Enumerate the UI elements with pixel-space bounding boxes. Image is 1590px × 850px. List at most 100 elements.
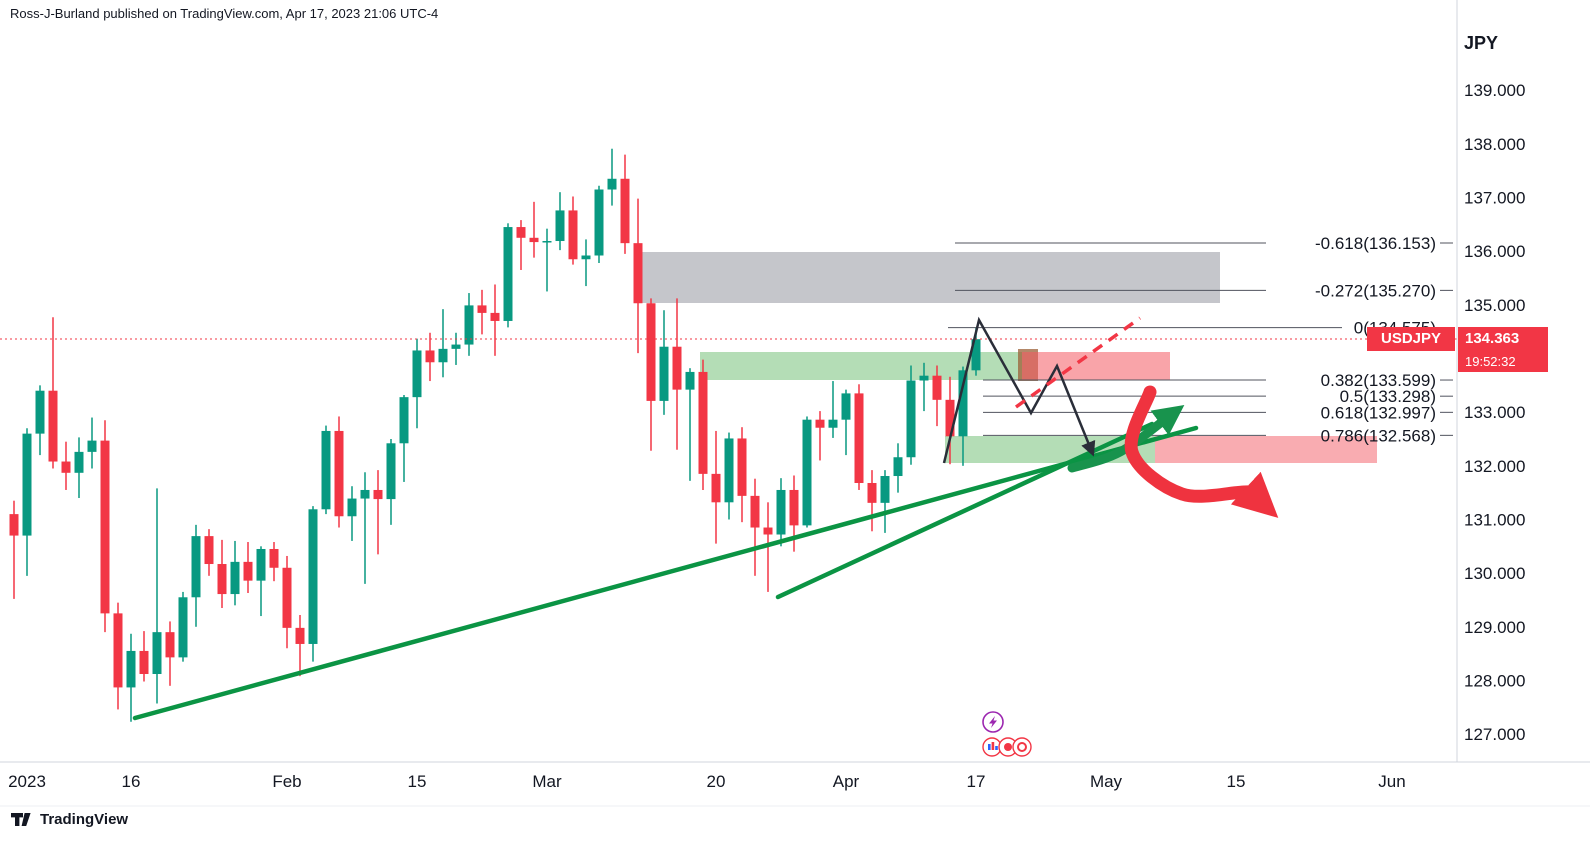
candle-body (516, 227, 526, 238)
candle-body (178, 597, 188, 658)
candle-body (802, 419, 812, 526)
price-tick-label: 139.000 (1464, 81, 1525, 100)
fib-label: 0.5(133.298) (1340, 387, 1436, 406)
candle-body (269, 548, 279, 568)
lightning-bolt-icon (989, 716, 997, 728)
demand-zone-pink-lower[interactable] (1155, 436, 1377, 463)
supply-zone-gray[interactable] (637, 252, 1220, 303)
candle-body (451, 344, 461, 349)
event-dot-icon (1004, 743, 1012, 751)
candle-body (568, 210, 578, 260)
candle-body (945, 399, 955, 437)
candle-body (308, 509, 318, 644)
candle-body (620, 178, 630, 244)
event-ring-icon (1017, 742, 1027, 752)
time-tick-label: Feb (272, 772, 301, 791)
candle-body (646, 303, 656, 401)
candle-body (763, 527, 773, 535)
candle-body (334, 430, 344, 517)
candle-body (399, 397, 409, 444)
fib-label: 0.786(132.568) (1321, 426, 1436, 445)
long-uptrend-line[interactable] (132, 425, 1199, 721)
candle-body (9, 514, 19, 536)
candle-body (360, 489, 370, 499)
footer-brand[interactable]: TradingView (10, 811, 128, 828)
price-tick-label: 131.000 (1464, 510, 1525, 529)
candle-body (74, 451, 84, 473)
candle-body (152, 632, 162, 675)
candle-body (35, 390, 45, 434)
bullish-bounce-arrow[interactable] (1067, 404, 1185, 473)
candle-body (113, 613, 123, 688)
time-axis[interactable] (0, 762, 1590, 802)
bearish-projection-arrow[interactable] (1124, 385, 1279, 518)
footer-brand-text: TradingView (40, 811, 129, 828)
fib-label: -0.272(135.270) (1315, 281, 1436, 300)
candle-body (724, 438, 734, 503)
candle-body (893, 457, 903, 477)
projected-rise-dashed-line[interactable] (1014, 316, 1142, 409)
candle-body (256, 548, 266, 581)
candle-body (672, 346, 682, 390)
last-price-badge: 134.363 (1458, 327, 1548, 351)
candle-body (230, 561, 240, 595)
candle-body (711, 473, 721, 503)
candle-body (737, 438, 747, 496)
economic-event-icon[interactable] (1012, 737, 1032, 757)
time-tick-label: May (1090, 772, 1123, 791)
time-tick-label: Mar (532, 772, 562, 791)
candle-body (698, 371, 708, 474)
price-tick-label: 127.000 (1464, 725, 1525, 744)
candle-body (87, 440, 97, 452)
attribution-text: Ross-J-Burland published on TradingView.… (10, 6, 439, 21)
candle-body (776, 489, 786, 535)
candle-body (789, 489, 799, 526)
candle-body (685, 371, 695, 390)
price-tick-label: 135.000 (1464, 296, 1525, 315)
candle-body (815, 419, 825, 428)
supply-zone-pink-upper[interactable] (1022, 352, 1170, 380)
price-tick-label: 136.000 (1464, 242, 1525, 261)
time-tick-label: 2023 (8, 772, 46, 791)
candle-body (48, 390, 58, 462)
candle-body (581, 255, 591, 260)
candle-body (191, 536, 201, 598)
price-axis[interactable] (1457, 0, 1590, 762)
fib-label: 0.618(132.997) (1321, 403, 1436, 422)
time-tick-label: 20 (707, 772, 726, 791)
price-tick-label: 137.000 (1464, 189, 1525, 208)
candle-body (958, 370, 968, 437)
candle-body (867, 482, 877, 503)
candle-body (880, 476, 890, 503)
candle-body (464, 305, 474, 345)
candle-body (932, 375, 942, 400)
price-tick-label: 128.000 (1464, 671, 1525, 690)
candle-body (165, 632, 175, 658)
candle-body (555, 210, 565, 242)
measured-move-path[interactable] (942, 316, 1096, 464)
candle-body (607, 178, 617, 190)
tradingview-logo-icon (11, 813, 31, 826)
candle-body (282, 567, 292, 628)
price-tick-label: 132.000 (1464, 457, 1525, 476)
price-tick-label: 129.000 (1464, 618, 1525, 637)
candle-body (61, 461, 71, 473)
candle-body (503, 227, 513, 321)
symbol-badge: USDJPY (1367, 327, 1455, 351)
price-tick-label: 130.000 (1464, 564, 1525, 583)
candle-body (373, 489, 383, 500)
candle-body (295, 627, 305, 644)
candle-body (425, 350, 435, 363)
candle-body (919, 375, 929, 381)
candle-body (100, 440, 110, 614)
candle-body (659, 346, 669, 401)
time-tick-label: 17 (967, 772, 986, 791)
time-tick-label: 16 (122, 772, 141, 791)
calendar-bar-icon (991, 742, 995, 750)
candle-body (139, 650, 149, 675)
price-tick-label: 138.000 (1464, 135, 1525, 154)
candle-body (438, 348, 448, 363)
candle-body (321, 430, 331, 510)
